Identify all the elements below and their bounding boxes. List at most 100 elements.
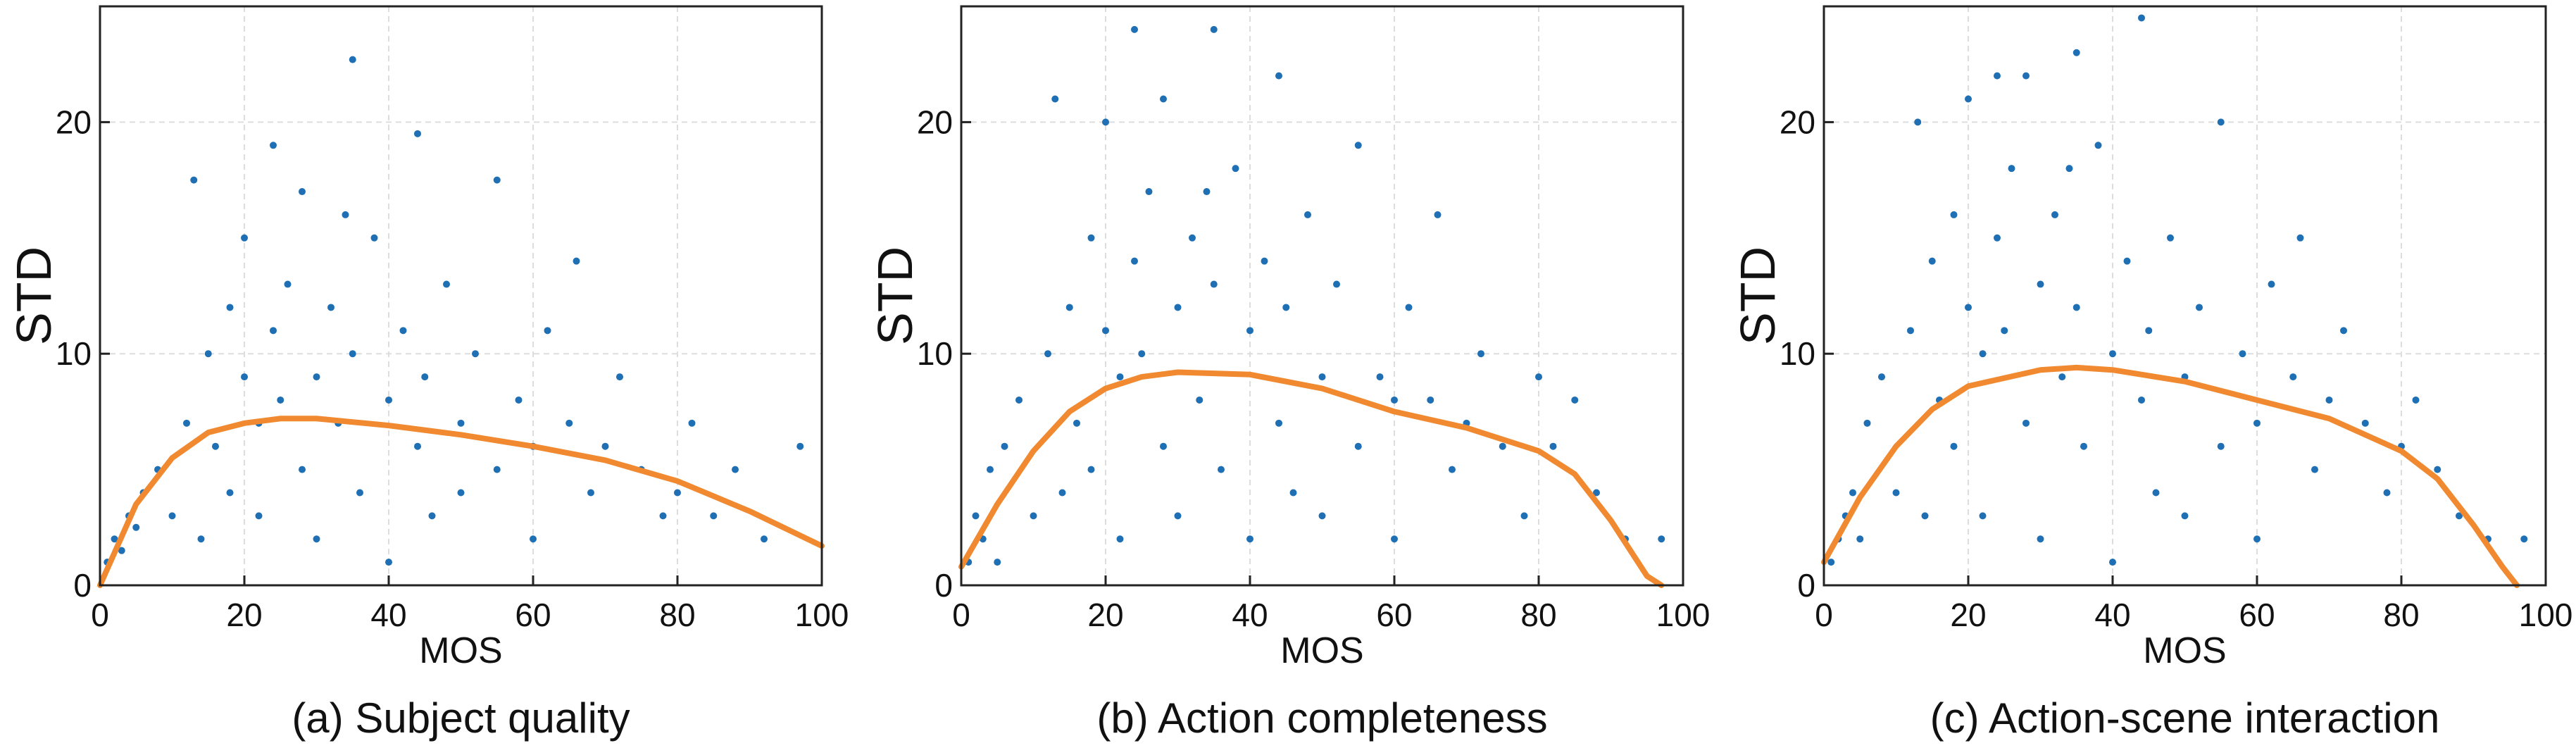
point (2022, 419, 2030, 427)
point (299, 466, 306, 473)
point (1405, 304, 1413, 311)
point (299, 188, 306, 196)
point (1427, 396, 1434, 404)
point (2072, 304, 2080, 311)
point (2253, 535, 2261, 543)
x-tick-label: 80 (659, 597, 695, 633)
y-tick-label: 10 (1780, 335, 1815, 372)
point (2037, 280, 2044, 288)
point (1907, 327, 1914, 335)
chart-title: (b) Action completeness (1096, 694, 1547, 742)
point (587, 489, 594, 497)
point (414, 130, 421, 137)
point (1116, 535, 1124, 543)
point (1921, 512, 1929, 520)
point (530, 535, 537, 543)
point (1950, 442, 1958, 450)
point (1051, 95, 1059, 103)
point (2217, 118, 2225, 126)
point (1196, 396, 1203, 404)
point (2109, 350, 2116, 358)
x-tick-label: 40 (1232, 597, 1268, 633)
y-axis-label: STD (868, 247, 923, 345)
point (2296, 234, 2304, 242)
point (1073, 419, 1080, 427)
point (1849, 489, 1856, 497)
point (2109, 559, 2116, 566)
point (1246, 327, 1253, 335)
point (2138, 14, 2145, 22)
x-tick-label: 80 (1520, 597, 1556, 633)
point (2138, 396, 2145, 404)
point (1138, 350, 1146, 358)
plot-frame (960, 5, 1684, 587)
point (349, 350, 356, 358)
point (414, 442, 421, 450)
point (472, 350, 479, 358)
x-tick-label: 60 (2239, 597, 2275, 633)
point (1102, 327, 1109, 335)
point (1434, 211, 1442, 218)
fit-curve (1821, 364, 2520, 588)
point (183, 419, 190, 427)
y-tick-label: 0 (934, 567, 953, 604)
point (2268, 280, 2275, 288)
point (2253, 419, 2261, 427)
point (1174, 304, 1182, 311)
point (1304, 211, 1311, 218)
x-tick-label: 20 (1087, 597, 1123, 633)
y-tick-label: 20 (917, 104, 953, 140)
point (1856, 535, 1864, 543)
point (2037, 535, 2044, 543)
x-tick-label: 0 (952, 597, 970, 633)
point (1979, 512, 1987, 520)
point (2434, 466, 2441, 473)
point (1065, 304, 1073, 311)
point (2094, 142, 2102, 149)
point (710, 512, 718, 520)
point (573, 257, 580, 265)
point (204, 350, 212, 358)
x-tick-label: 20 (1950, 597, 1986, 633)
point (1145, 188, 1153, 196)
point (190, 176, 198, 184)
point (515, 396, 523, 404)
point (2289, 373, 2297, 381)
point (457, 489, 465, 497)
point (1965, 304, 1972, 311)
point (1015, 396, 1023, 404)
point (1131, 257, 1138, 265)
x-tick-label: 0 (91, 597, 109, 633)
point (1593, 489, 1600, 497)
y-tick-label: 10 (917, 335, 953, 372)
point (399, 327, 407, 335)
point (1658, 535, 1665, 543)
point (226, 304, 234, 311)
y-tick-label: 10 (56, 335, 92, 372)
point (2123, 257, 2131, 265)
point (2080, 442, 2087, 450)
point (270, 142, 277, 149)
y-tick-label: 0 (1797, 567, 1815, 604)
point (1210, 25, 1218, 33)
point (1218, 466, 1225, 473)
point (1391, 396, 1398, 404)
point (2152, 489, 2160, 497)
point (421, 373, 429, 381)
point (2311, 466, 2318, 473)
point (132, 523, 140, 531)
point (1261, 257, 1268, 265)
x-tick-label: 40 (2094, 597, 2130, 633)
point (270, 327, 277, 335)
point (428, 512, 436, 520)
point (1058, 489, 1066, 497)
point (385, 559, 392, 566)
point (1203, 188, 1211, 196)
point (994, 559, 1001, 566)
point (1499, 442, 1506, 450)
point (761, 535, 768, 543)
point (284, 280, 292, 288)
x-axis-label: MOS (1280, 630, 1363, 671)
